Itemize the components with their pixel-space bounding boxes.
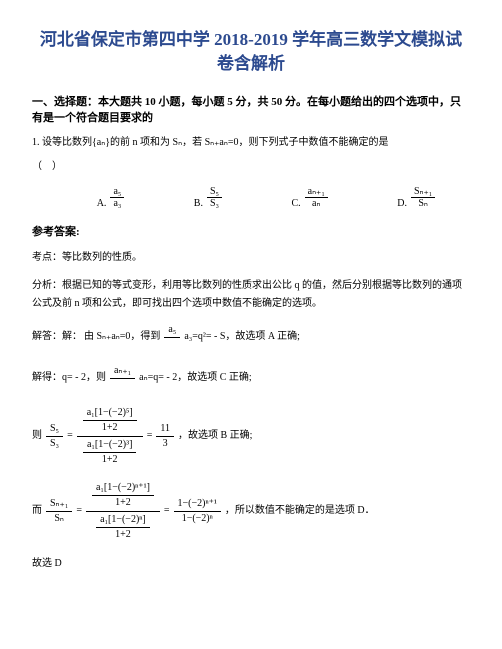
frac-num: a₁[1−(−2)ⁿ⁺¹] bbox=[92, 481, 154, 496]
frac-den bbox=[117, 379, 128, 393]
frac-den: Sₙ bbox=[415, 198, 431, 209]
solve-1-frac: a₅ bbox=[164, 323, 180, 352]
frac-den: a₃ bbox=[110, 198, 124, 209]
analysis-point: 考点：等比数列的性质。 bbox=[32, 249, 470, 267]
solve-label: 解答：解： bbox=[32, 329, 82, 345]
frac-num: S₅ bbox=[207, 186, 222, 198]
solve-3-prefix: 则 bbox=[32, 428, 42, 444]
equals: = bbox=[147, 428, 153, 444]
option-a-label: A. bbox=[97, 198, 107, 209]
option-b-label: B. bbox=[194, 198, 203, 209]
solve-4-lhs: Sₙ₊₁ Sₙ bbox=[46, 497, 72, 526]
option-d-label: D. bbox=[397, 198, 407, 209]
option-b-frac: S₅ S₃ bbox=[207, 186, 222, 209]
solve-4-nested: a₁[1−(−2)ⁿ⁺¹] 1+2 a₁[1−(−2)ⁿ] 1+2 bbox=[86, 480, 160, 543]
solve-3-lhs: S₅ S₃ bbox=[46, 422, 63, 451]
solution-line-2: 解得：q= - 2，则 aₙ₊₁ aₙ=q= - 2，故选项 C 正确; bbox=[32, 364, 470, 393]
frac-num: a₁[1−(−2)³] bbox=[83, 438, 137, 453]
solution-line-3: 则 S₅ S₃ = a₁[1−(−2)⁵] 1+2 a₁[1−(−2)³] 1+… bbox=[32, 405, 470, 468]
frac-den: 1−(−2)ⁿ bbox=[178, 512, 217, 526]
frac-den: aₙ bbox=[309, 198, 323, 209]
question-paren: （ ） bbox=[32, 157, 470, 172]
option-c-label: C. bbox=[291, 198, 300, 209]
solve-2-frac: aₙ₊₁ bbox=[110, 364, 135, 393]
solve-4-prefix: 而 bbox=[32, 503, 42, 519]
nested-bot: a₁[1−(−2)ⁿ] 1+2 bbox=[90, 512, 156, 543]
solve-3-suffix: ，故选项 B 正确; bbox=[178, 428, 252, 444]
solve-3-result: 11 3 bbox=[156, 422, 174, 451]
solution-line-4: 而 Sₙ₊₁ Sₙ = a₁[1−(−2)ⁿ⁺¹] 1+2 a₁[1−(−2)ⁿ… bbox=[32, 480, 470, 543]
frac-den bbox=[167, 338, 178, 352]
frac-den: 1+2 bbox=[111, 496, 135, 510]
exam-title: 河北省保定市第四中学 2018-2019 学年高三数学文模拟试卷含解析 bbox=[32, 28, 470, 76]
frac-num: a₅ bbox=[110, 186, 124, 198]
solution-line-1: 解答：解： 由 Sₙ₊aₙ=0，得到 a₅ a₃=q²= - S，故选项 A 正… bbox=[32, 323, 470, 352]
frac-num: Sₙ₊₁ bbox=[411, 186, 435, 198]
frac-num: a₁[1−(−2)⁵] bbox=[83, 406, 137, 421]
option-b: B. S₅ S₃ bbox=[194, 186, 222, 209]
nested-bot: a₁[1−(−2)³] 1+2 bbox=[77, 437, 143, 468]
analysis-text: 分析：根据已知的等式变形，利用等比数列的性质求出公比 q 的值，然后分别根据等比… bbox=[32, 277, 470, 313]
frac-num: 11 bbox=[156, 422, 174, 437]
nested-top: a₁[1−(−2)⁵] 1+2 bbox=[77, 405, 143, 437]
solve-4-suffix: ，所以数值不能确定的是选项 D． bbox=[225, 503, 375, 519]
option-c: C. aₙ₊₁ aₙ bbox=[291, 186, 327, 209]
question-text: 1. 设等比数列{aₙ}的前 n 项和为 Sₙ，若 Sₙ₊aₙ=0，则下列式子中… bbox=[32, 135, 470, 151]
section-header: 一、选择题：本大题共 10 小题，每小题 5 分，共 50 分。在每小题给出的四… bbox=[32, 94, 470, 127]
option-d: D. Sₙ₊₁ Sₙ bbox=[397, 186, 435, 209]
solve-1b: a₃=q²= - S，故选项 A 正确; bbox=[184, 329, 300, 345]
solve-1a: 由 Sₙ₊aₙ=0，得到 bbox=[84, 329, 160, 345]
conclusion: 故选 D bbox=[32, 555, 470, 573]
frac-den: 1+2 bbox=[98, 453, 122, 467]
frac-num: a₁[1−(−2)ⁿ] bbox=[96, 513, 150, 528]
options-row: A. a₅ a₃ B. S₅ S₃ C. aₙ₊₁ aₙ D. Sₙ₊₁ Sₙ bbox=[32, 186, 470, 209]
option-a-frac: a₅ a₃ bbox=[110, 186, 124, 209]
solve-3-nested: a₁[1−(−2)⁵] 1+2 a₁[1−(−2)³] 1+2 bbox=[77, 405, 143, 468]
nested-top: a₁[1−(−2)ⁿ⁺¹] 1+2 bbox=[86, 480, 160, 512]
frac-den: 3 bbox=[159, 437, 172, 451]
frac-num: aₙ₊₁ bbox=[110, 364, 135, 379]
frac-den: Sₙ bbox=[50, 512, 68, 526]
frac-den: S₃ bbox=[207, 198, 222, 209]
equals: = bbox=[164, 503, 170, 519]
option-d-frac: Sₙ₊₁ Sₙ bbox=[411, 186, 435, 209]
equals: = bbox=[76, 503, 82, 519]
answer-label: 参考答案: bbox=[32, 223, 470, 239]
option-a: A. a₅ a₃ bbox=[97, 186, 125, 209]
frac-num: aₙ₊₁ bbox=[305, 186, 328, 198]
frac-num: a₅ bbox=[164, 323, 180, 338]
frac-num: Sₙ₊₁ bbox=[46, 497, 72, 512]
solve-2a: 解得：q= - 2，则 bbox=[32, 370, 106, 386]
frac-den: S₃ bbox=[46, 437, 63, 451]
frac-num: S₅ bbox=[46, 422, 63, 437]
option-c-frac: aₙ₊₁ aₙ bbox=[305, 186, 328, 209]
frac-den: 1+2 bbox=[111, 528, 135, 542]
frac-den: 1+2 bbox=[98, 421, 122, 435]
solve-2b: aₙ=q= - 2，故选项 C 正确; bbox=[139, 370, 251, 386]
equals: = bbox=[67, 428, 73, 444]
solve-4-result: 1−(−2)ⁿ⁺¹ 1−(−2)ⁿ bbox=[174, 497, 221, 526]
frac-num: 1−(−2)ⁿ⁺¹ bbox=[174, 497, 221, 512]
